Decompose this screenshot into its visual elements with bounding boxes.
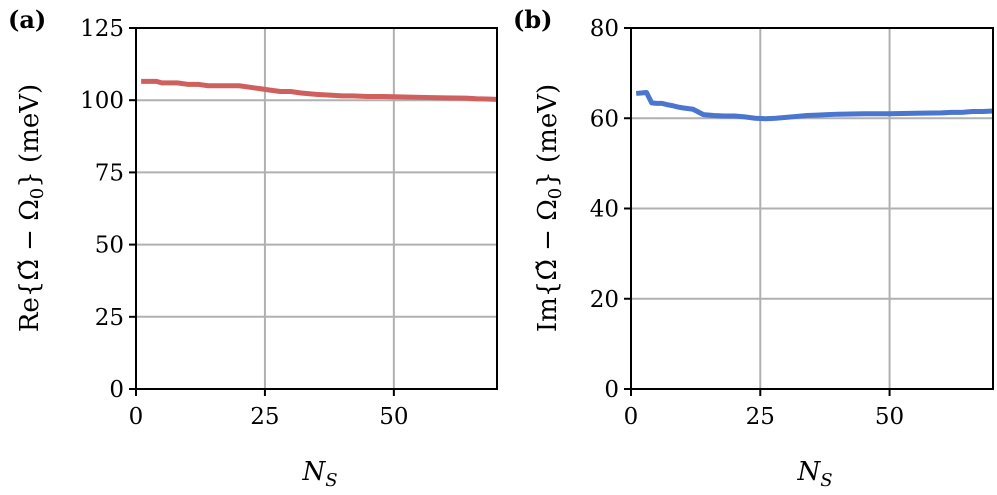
panel-b-xtick-label-0: 0 <box>624 404 639 430</box>
panel-b-ytick-label-60: 60 <box>590 106 619 132</box>
panel-b-ytick-label-80: 80 <box>590 16 619 42</box>
panel-a-xlabel: NS <box>301 457 337 491</box>
panel-a-ytick-label-0: 0 <box>109 377 124 403</box>
panel-b-xlabel-main: N <box>796 457 821 487</box>
panel-a-ticks: 0 25 50 0 25 50 75 100 125 <box>80 16 408 430</box>
panel-a-ylabel-suffix: } (meV) <box>15 84 45 188</box>
panel-b-grid <box>630 28 993 389</box>
panel-a-ytick-label-125: 125 <box>80 16 124 42</box>
panel-a-ytick-label-25: 25 <box>95 305 124 331</box>
panel-b-ylabel-suffix: } (meV) <box>533 84 563 188</box>
panel-b-ytick-label-40: 40 <box>590 197 619 223</box>
panel-b-ylabel-minus: − <box>533 221 563 259</box>
panel-a-xtick-label-50: 50 <box>379 404 408 430</box>
panel-a-xtick-label-0: 0 <box>129 404 144 430</box>
panel-a-ylabel: Re{Ω̃ − Ω0} (meV) <box>15 84 48 332</box>
panel-a-ylabel-minus: − <box>15 221 45 259</box>
panel-b-xlabel: NS <box>796 457 832 491</box>
panel-a-ylabel-prefix: Re{ <box>15 281 45 333</box>
panel-a-xtick-label-25: 25 <box>250 404 279 430</box>
panel-a-series-line <box>141 78 498 102</box>
panel-b-xlabel-sub: S <box>820 470 832 491</box>
panel-b-series-line <box>635 90 994 122</box>
panel-a-ytick-label-75: 75 <box>95 160 124 186</box>
panel-a-xlabel-main: N <box>301 457 326 487</box>
panel-b-xtick-label-25: 25 <box>746 404 775 430</box>
panel-b-ylabel: Im{Ω̃ − Ω0} (meV) <box>533 84 566 332</box>
panel-b-ylabel-omega-tilde: Ω̃ <box>533 259 563 281</box>
panel-b-ylabel-omega-sub: 0 <box>545 188 566 199</box>
panel-b-ytick-label-0: 0 <box>604 377 619 403</box>
panel-b-xtick-label-50: 50 <box>875 404 904 430</box>
panel-a-ylabel-omega-tilde: Ω̃ <box>15 259 45 281</box>
panel-a-frame <box>135 27 498 390</box>
panel-a-ylabel-omega: Ω <box>15 199 45 221</box>
panel-b-ticks: 0 25 50 0 20 40 60 80 <box>590 16 904 430</box>
panel-a-ytick-label-100: 100 <box>80 88 124 114</box>
panel-b-ytick-label-20: 20 <box>590 287 619 313</box>
panel-b-ylabel-prefix: Im{ <box>533 281 563 332</box>
panel-a-xlabel-sub: S <box>325 470 337 491</box>
panel-b-label: (b) <box>513 5 553 34</box>
panel-a-ylabel-omega-sub: 0 <box>27 188 48 199</box>
panel-a-ytick-label-50: 50 <box>95 233 124 259</box>
panel-b-ylabel-omega: Ω <box>533 199 563 221</box>
panel-a-label: (a) <box>8 5 46 34</box>
